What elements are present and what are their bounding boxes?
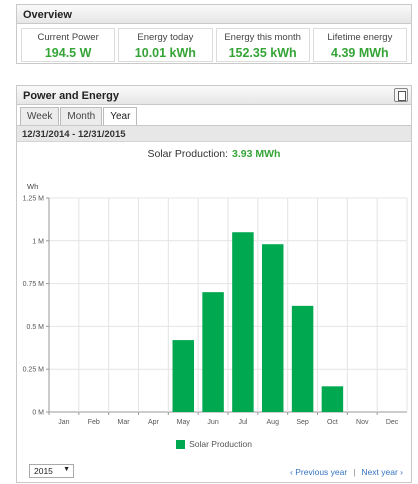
bar-may: [172, 340, 194, 412]
summary-label: Solar Production:: [147, 148, 229, 160]
x-tick-label: Jul: [238, 419, 247, 426]
card-value: 194.5 W: [44, 46, 92, 60]
y-tick-label: 0.5 M: [26, 324, 44, 331]
year-select-value: 2015: [34, 466, 53, 476]
card-value: 10.01 kWh: [134, 46, 196, 60]
y-tick-label: 0.25 M: [23, 367, 45, 374]
x-tick-label: Nov: [356, 419, 369, 426]
export-icon[interactable]: [394, 88, 408, 102]
production-chart: Wh 0 M 0.25 M 0.5 M 0.75 M 1 M 1.25 M Jan Feb Mar…: [23, 182, 408, 426]
card-label: Energy this month: [224, 32, 301, 43]
tabs-divider: [17, 125, 411, 126]
year-pager: ‹ Previous year | Next year ›: [290, 467, 403, 477]
overview-title: Overview: [17, 5, 411, 24]
y-tick-label: 1 M: [32, 238, 44, 245]
tab-month[interactable]: Month: [60, 107, 103, 125]
x-tick-label: May: [177, 419, 191, 426]
overview-panel: Overview Current Power 194.5 W Energy to…: [16, 4, 412, 64]
y-tick-label: 0.75 M: [23, 281, 45, 288]
bar-aug: [262, 244, 284, 412]
chart-legend[interactable]: Solar Production: [17, 439, 411, 450]
bar-jul: [232, 232, 254, 412]
summary-value: 3.93 MWh: [232, 148, 281, 160]
card-label: Energy today: [137, 32, 194, 43]
chevron-down-icon: ▼: [63, 466, 70, 473]
pager-separator: |: [353, 467, 356, 477]
x-tick-label: Apr: [148, 419, 160, 426]
x-tick-label: Dec: [386, 419, 399, 426]
y-axis-label: Wh: [27, 182, 38, 191]
x-tick-label: Jan: [58, 419, 69, 426]
x-tick-label: Feb: [88, 419, 100, 426]
period-tabs: Week Month Year: [20, 107, 138, 126]
energy-month-card: Energy this month 152.35 kWh: [215, 28, 310, 62]
card-label: Lifetime energy: [327, 32, 393, 43]
lifetime-energy-card: Lifetime energy 4.39 MWh: [312, 28, 407, 62]
energy-today-card: Energy today 10.01 kWh: [118, 28, 213, 62]
card-value: 152.35 kWh: [228, 46, 297, 60]
year-select[interactable]: 2015 ▼: [29, 464, 74, 478]
card-label: Current Power: [37, 32, 99, 43]
power-energy-title: Power and Energy: [17, 86, 411, 105]
bar-jun: [202, 292, 224, 412]
x-tick-label: Aug: [267, 419, 280, 426]
next-year-link[interactable]: Next year ›: [361, 467, 403, 477]
overview-cards: Current Power 194.5 W Energy today 10.01…: [21, 28, 407, 62]
previous-year-link[interactable]: ‹ Previous year: [290, 467, 348, 477]
card-value: 4.39 MWh: [331, 46, 389, 60]
y-tick-label: 0 M: [32, 410, 44, 417]
bar-oct: [321, 386, 344, 412]
bar-sep: [291, 305, 314, 412]
x-tick-label: Oct: [327, 419, 338, 426]
legend-label: Solar Production: [189, 439, 252, 449]
panel-title: Power and Energy: [23, 90, 119, 102]
legend-swatch: [176, 440, 186, 450]
power-energy-panel: Power and Energy Week Month Year 12/31/2…: [16, 85, 412, 483]
current-power-card: Current Power 194.5 W: [21, 28, 116, 62]
y-tick-label: 1.25 M: [23, 196, 45, 203]
x-tick-label: Jun: [207, 419, 218, 426]
date-range: 12/31/2014 - 12/31/2015: [17, 126, 411, 142]
x-tick-label: Mar: [118, 419, 131, 426]
tab-year[interactable]: Year: [103, 107, 138, 126]
tab-week[interactable]: Week: [20, 107, 60, 125]
production-summary: Solar Production: 3.93 MWh: [17, 148, 411, 160]
x-tick-label: Sep: [296, 419, 309, 426]
